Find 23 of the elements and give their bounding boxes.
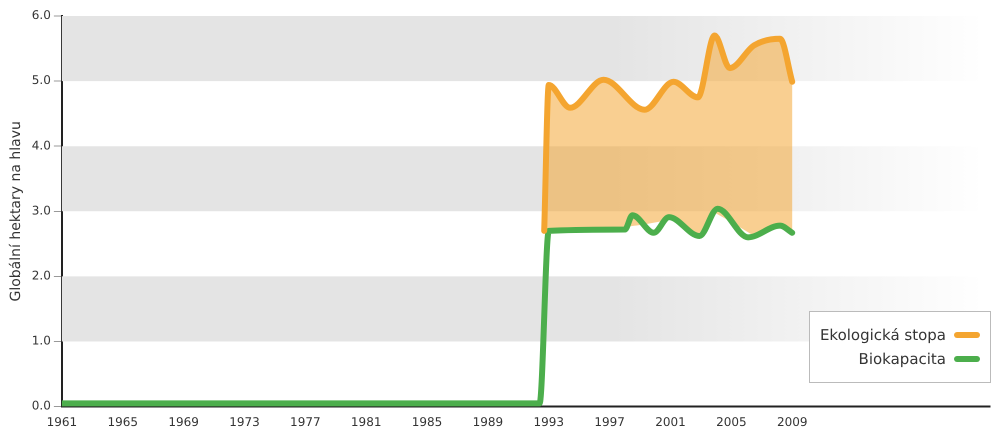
x-tick-label: 1973 — [229, 414, 260, 429]
y-tick-label: 6.0 — [32, 8, 51, 22]
x-tick-label: 1961 — [46, 414, 78, 429]
x-tick-label: 1981 — [350, 414, 382, 429]
x-tick-label: 2005 — [716, 414, 747, 429]
x-tick-label: 2009 — [776, 414, 808, 429]
x-tick-label: 1977 — [290, 414, 321, 429]
x-tick-label: 1989 — [472, 414, 504, 429]
x-tick-label: 1965 — [107, 414, 138, 429]
y-tick-label: 2.0 — [32, 268, 51, 283]
x-tick-label: 2001 — [655, 414, 686, 429]
y-tick-label: 0.0 — [32, 398, 51, 413]
y-tick-label: 4.0 — [32, 138, 51, 152]
y-tick-label: 3.0 — [32, 203, 51, 218]
x-tick-label: 1985 — [412, 414, 442, 429]
legend-label: Ekologická stopa — [820, 326, 946, 344]
y-tick-label: 5.0 — [32, 73, 51, 88]
x-tick-label: 1969 — [168, 414, 199, 429]
x-tick-label: 1997 — [594, 414, 625, 429]
legend-label: Biokapacita — [858, 350, 946, 368]
y-axis-title: Globální hektary na hlavu — [8, 121, 24, 302]
y-tick-label: 1.0 — [32, 334, 51, 348]
x-tick-label: 1993 — [533, 414, 564, 429]
